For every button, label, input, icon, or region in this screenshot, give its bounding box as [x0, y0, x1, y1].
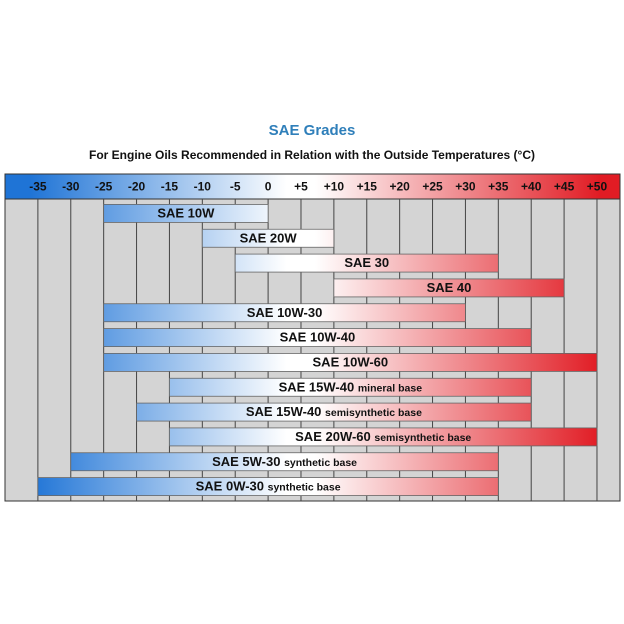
bar-label: SAE 40	[427, 280, 472, 295]
bar-name: SAE 15W-40	[246, 405, 322, 420]
chart-subtitle: For Engine Oils Recommended in Relation …	[89, 148, 535, 162]
x-tick-label: +10	[324, 180, 345, 194]
x-tick-label: -25	[95, 180, 113, 194]
x-tick-label: -20	[128, 180, 146, 194]
x-tick-label: 0	[265, 180, 272, 194]
x-tick-label: +40	[521, 180, 542, 194]
range-bar	[70, 452, 499, 472]
range-bar	[103, 303, 466, 323]
x-tick-label: +20	[389, 180, 410, 194]
bar-name: SAE 10W-40	[280, 330, 356, 345]
bar-name: SAE 20W-60	[295, 429, 371, 444]
bar-name: SAE 30	[344, 256, 389, 271]
bar-label: SAE 15W-40 mineral base	[279, 380, 423, 395]
x-tick-label: -15	[161, 180, 179, 194]
bar-name: SAE 10W-60	[313, 355, 389, 370]
range-bar	[136, 402, 532, 422]
range-bar	[103, 204, 269, 223]
x-tick-label: +50	[587, 180, 608, 194]
range-bar	[234, 253, 499, 273]
bar-label: SAE 10W-30	[247, 305, 323, 320]
range-bar	[37, 477, 499, 496]
bar-note: mineral base	[358, 382, 422, 394]
bar-label: SAE 5W-30 synthetic base	[212, 454, 357, 469]
bar-name: SAE 5W-30	[212, 454, 280, 469]
range-bar	[169, 377, 532, 397]
x-tick-label: +5	[294, 180, 308, 194]
bar-label: SAE 10W-60	[313, 355, 389, 370]
plot-area	[4, 198, 621, 502]
x-tick-label: -5	[230, 180, 241, 194]
x-tick-label: +45	[554, 180, 575, 194]
bar-name: SAE 20W	[240, 231, 298, 246]
x-tick-label: +25	[422, 180, 443, 194]
axis-band	[4, 173, 621, 200]
bar-note: semisynthetic base	[325, 407, 422, 419]
range-bar	[103, 353, 598, 372]
x-tick-label: -35	[29, 180, 47, 194]
x-tick-label: -30	[62, 180, 80, 194]
bar-name: SAE 0W-30	[196, 479, 264, 494]
chart-title: SAE Grades	[269, 122, 356, 139]
bar-label: SAE 10W-40	[280, 330, 356, 345]
bar-label: SAE 10W	[157, 206, 215, 221]
range-bar	[333, 278, 565, 298]
bar-note: semisynthetic base	[374, 432, 471, 444]
bar-label: SAE 15W-40 semisynthetic base	[246, 405, 422, 420]
x-tick-label: +15	[357, 180, 378, 194]
range-bar	[103, 328, 532, 347]
x-tick-label: +30	[455, 180, 476, 194]
bar-name: SAE 15W-40	[279, 380, 355, 395]
bar-label: SAE 20W	[240, 231, 298, 246]
bar-name: SAE 40	[427, 280, 472, 295]
bar-note: synthetic base	[284, 457, 357, 469]
bar-label: SAE 20W-60 semisynthetic base	[295, 429, 471, 444]
bar-name: SAE 10W	[157, 206, 215, 221]
bar-name: SAE 10W-30	[247, 305, 323, 320]
bar-note: synthetic base	[268, 481, 341, 493]
x-tick-label: -10	[194, 180, 212, 194]
x-tick-label: +35	[488, 180, 509, 194]
bar-label: SAE 0W-30 synthetic base	[196, 479, 341, 494]
range-bar	[169, 427, 598, 447]
range-bar	[201, 228, 335, 248]
bar-label: SAE 30	[344, 256, 389, 271]
